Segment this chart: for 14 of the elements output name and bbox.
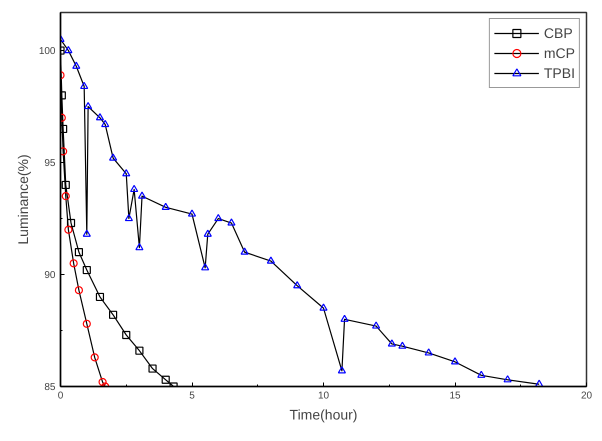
- y-tick-label: 90: [44, 270, 56, 282]
- legend-label: CBP: [544, 25, 573, 41]
- x-tick-label: 15: [449, 390, 461, 402]
- y-tick-label: 95: [44, 158, 56, 170]
- y-tick-label: 100: [38, 46, 56, 58]
- y-tick-label: 85: [44, 382, 56, 393]
- x-tick-label: 10: [318, 390, 330, 402]
- x-axis-title: Time(hour): [290, 406, 358, 422]
- x-tick-label: 20: [580, 390, 592, 402]
- x-tick-label: 5: [189, 390, 196, 402]
- y-axis-title: Luminance(%): [14, 154, 31, 245]
- x-tick-label: 0: [58, 390, 64, 402]
- legend-label: mCP: [544, 45, 575, 61]
- legend-label: TPBI: [544, 65, 575, 81]
